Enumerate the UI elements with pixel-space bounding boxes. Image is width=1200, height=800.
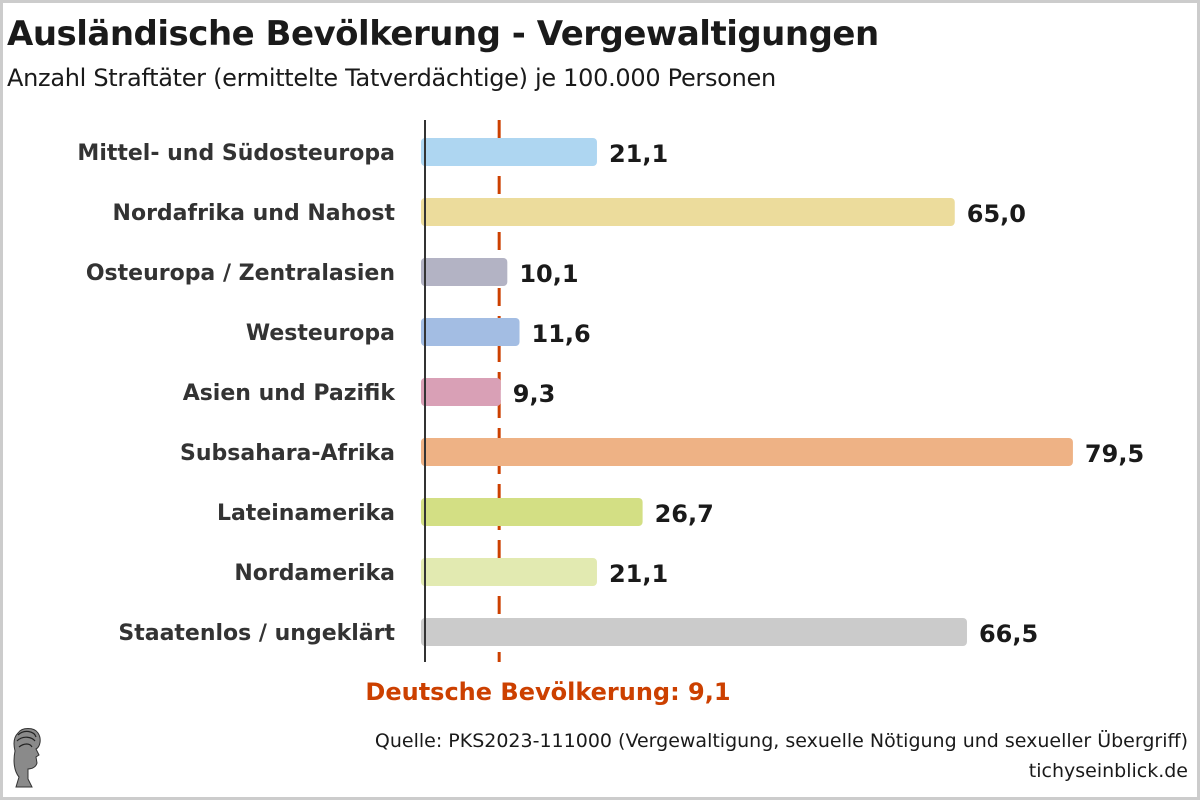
value-label: 79,5 bbox=[1085, 440, 1144, 468]
chart-title: Ausländische Bevölkerung - Vergewaltigun… bbox=[7, 14, 879, 54]
bar-5 bbox=[421, 438, 1073, 466]
value-label: 21,1 bbox=[609, 560, 668, 588]
bar-6 bbox=[421, 498, 643, 526]
value-label: 10,1 bbox=[519, 260, 578, 288]
chart-frame bbox=[3, 3, 1197, 797]
category-label: Staatenlos / ungeklärt bbox=[118, 621, 395, 646]
source-note: Quelle: PKS2023-111000 (Vergewaltigung, … bbox=[374, 730, 1188, 752]
bar-1 bbox=[421, 198, 955, 226]
category-label: Westeuropa bbox=[246, 321, 395, 346]
category-label: Osteuropa / Zentralasien bbox=[86, 261, 395, 286]
bar-3 bbox=[421, 318, 520, 346]
bar-2 bbox=[421, 258, 508, 286]
bar-8 bbox=[421, 618, 967, 646]
category-label: Nordamerika bbox=[234, 561, 395, 586]
value-label: 65,0 bbox=[967, 200, 1026, 228]
category-label: Mittel- und Südosteuropa bbox=[77, 141, 395, 166]
value-label: 66,5 bbox=[979, 620, 1038, 648]
category-label: Asien und Pazifik bbox=[183, 381, 397, 406]
bar-0 bbox=[421, 138, 597, 166]
site-credit: tichyseinblick.de bbox=[1028, 760, 1188, 782]
reference-line-label: Deutsche Bevölkerung: 9,1 bbox=[365, 678, 730, 706]
category-label: Subsahara-Afrika bbox=[180, 441, 395, 466]
bar-7 bbox=[421, 558, 597, 586]
value-label: 9,3 bbox=[513, 380, 556, 408]
bar-chart: Mittel- und Südosteuropa 21,1 Nordafrika u… bbox=[77, 120, 1144, 706]
value-label: 11,6 bbox=[532, 320, 591, 348]
category-label: Nordafrika und Nahost bbox=[113, 201, 396, 226]
greek-head-logo-icon bbox=[13, 728, 41, 788]
value-label: 21,1 bbox=[609, 140, 668, 168]
bar-4 bbox=[421, 378, 501, 406]
category-label: Lateinamerika bbox=[217, 501, 395, 526]
chart-subtitle: Anzahl Straftäter (ermittelte Tatverdäch… bbox=[7, 64, 776, 92]
value-label: 26,7 bbox=[655, 500, 714, 528]
